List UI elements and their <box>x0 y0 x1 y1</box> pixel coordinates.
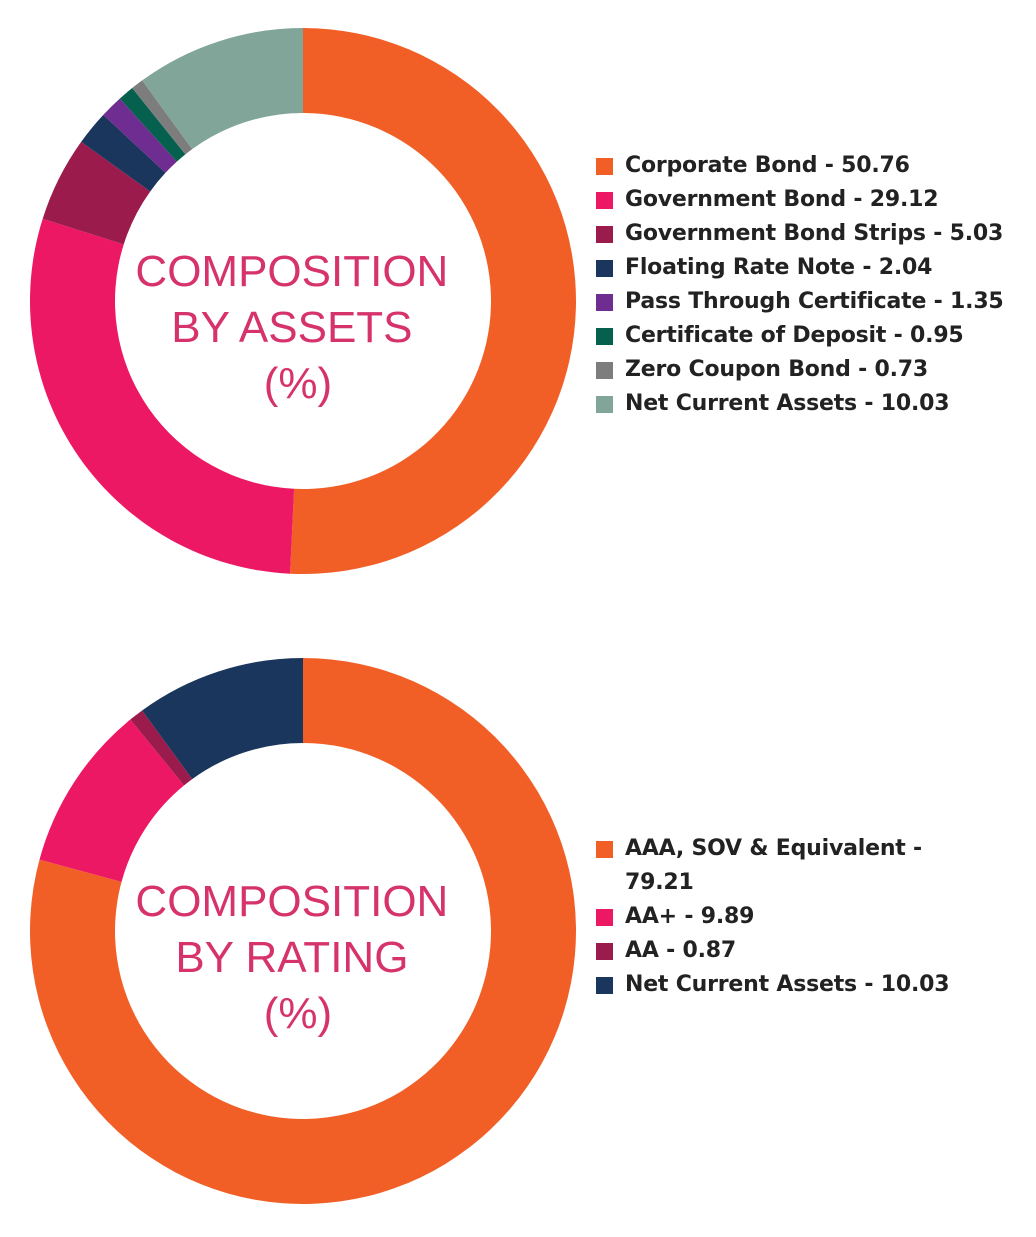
legend-item: AAA, SOV & Equivalent - 79.21 <box>596 832 965 900</box>
legend-label: Certificate of Deposit - 0.95 <box>625 323 964 348</box>
slice-aa <box>130 710 193 786</box>
rating-center-line-1: COMPOSITION <box>135 877 448 926</box>
legend-label: Net Current Assets - 10.03 <box>625 391 950 416</box>
legend-label: Government Bond - 29.12 <box>625 187 939 212</box>
rating-center-label: COMPOSITION BY RATING (%) <box>135 877 460 1038</box>
legend-swatch <box>596 909 613 926</box>
slice-corporate-bond <box>290 28 577 574</box>
assets-donut-chart: COMPOSITION BY ASSETS (%) <box>30 28 577 574</box>
legend-swatch <box>596 362 613 379</box>
rating-chart-block: COMPOSITION BY RATING (%) AAA, SOV & Equ… <box>0 630 1036 1230</box>
assets-center-line-1: COMPOSITION <box>135 247 448 296</box>
legend-label: AA - 0.87 <box>625 938 736 963</box>
legend-label: Net Current Assets - 10.03 <box>625 972 950 997</box>
slice-aaa-sov-equivalent <box>30 658 577 1204</box>
rating-center-line-2: BY RATING <box>175 933 408 982</box>
legend-item: AA - 0.87 <box>596 934 965 968</box>
legend-swatch <box>596 192 613 209</box>
legend-swatch <box>596 841 613 858</box>
legend-swatch <box>596 260 613 277</box>
assets-center-label: COMPOSITION BY ASSETS (%) <box>135 247 460 408</box>
legend-label: Corporate Bond - 50.76 <box>625 153 910 178</box>
slice-aa <box>39 719 185 882</box>
assets-center-line-3: (%) <box>264 359 332 408</box>
legend-label: AAA, SOV & Equivalent - 79.21 <box>625 836 922 895</box>
legend-swatch <box>596 226 613 243</box>
legend-swatch <box>596 158 613 175</box>
legend-swatch <box>596 977 613 994</box>
legend-item: Government Bond Strips - 5.03 <box>596 217 1004 251</box>
slice-net-current-assets <box>142 28 303 150</box>
slice-government-bond <box>30 218 295 574</box>
assets-chart-block: COMPOSITION BY ASSETS (%) Corporate Bond… <box>0 0 1036 600</box>
rating-center-line-3: (%) <box>264 989 332 1038</box>
legend-item: Corporate Bond - 50.76 <box>596 149 1004 183</box>
slice-government-bond-strips <box>42 141 151 245</box>
slice-floating-rate-note <box>81 114 166 192</box>
slice-certificate-of-deposit <box>119 88 186 162</box>
legend-item: AA+ - 9.89 <box>596 900 965 934</box>
legend-label: Government Bond Strips - 5.03 <box>625 221 1004 246</box>
legend-item: Government Bond - 29.12 <box>596 183 1004 217</box>
legend-item: Zero Coupon Bond - 0.73 <box>596 353 1004 387</box>
legend-swatch <box>596 328 613 345</box>
slice-pass-through-certificate <box>103 98 177 173</box>
legend-item: Floating Rate Note - 2.04 <box>596 251 1004 285</box>
legend-swatch <box>596 294 613 311</box>
legend-label: Zero Coupon Bond - 0.73 <box>625 357 929 382</box>
legend-item: Certificate of Deposit - 0.95 <box>596 319 1004 353</box>
legend-item: Pass Through Certificate - 1.35 <box>596 285 1004 319</box>
slice-net-current-assets <box>142 658 303 780</box>
legend-swatch <box>596 396 613 413</box>
legend-label: Pass Through Certificate - 1.35 <box>625 289 1004 314</box>
assets-center-line-2: BY ASSETS <box>171 303 412 352</box>
legend-item: Net Current Assets - 10.03 <box>596 968 965 1002</box>
rating-donut-chart: COMPOSITION BY RATING (%) <box>30 658 577 1204</box>
legend-swatch <box>596 943 613 960</box>
legend-item: Net Current Assets - 10.03 <box>596 387 1004 421</box>
rating-legend: AAA, SOV & Equivalent - 79.21 AA+ - 9.89… <box>596 832 965 1002</box>
legend-label: Floating Rate Note - 2.04 <box>625 255 933 280</box>
legend-label: AA+ - 9.89 <box>625 904 755 929</box>
slice-zero-coupon-bond <box>132 80 193 155</box>
assets-legend: Corporate Bond - 50.76 Government Bond -… <box>596 149 1004 421</box>
